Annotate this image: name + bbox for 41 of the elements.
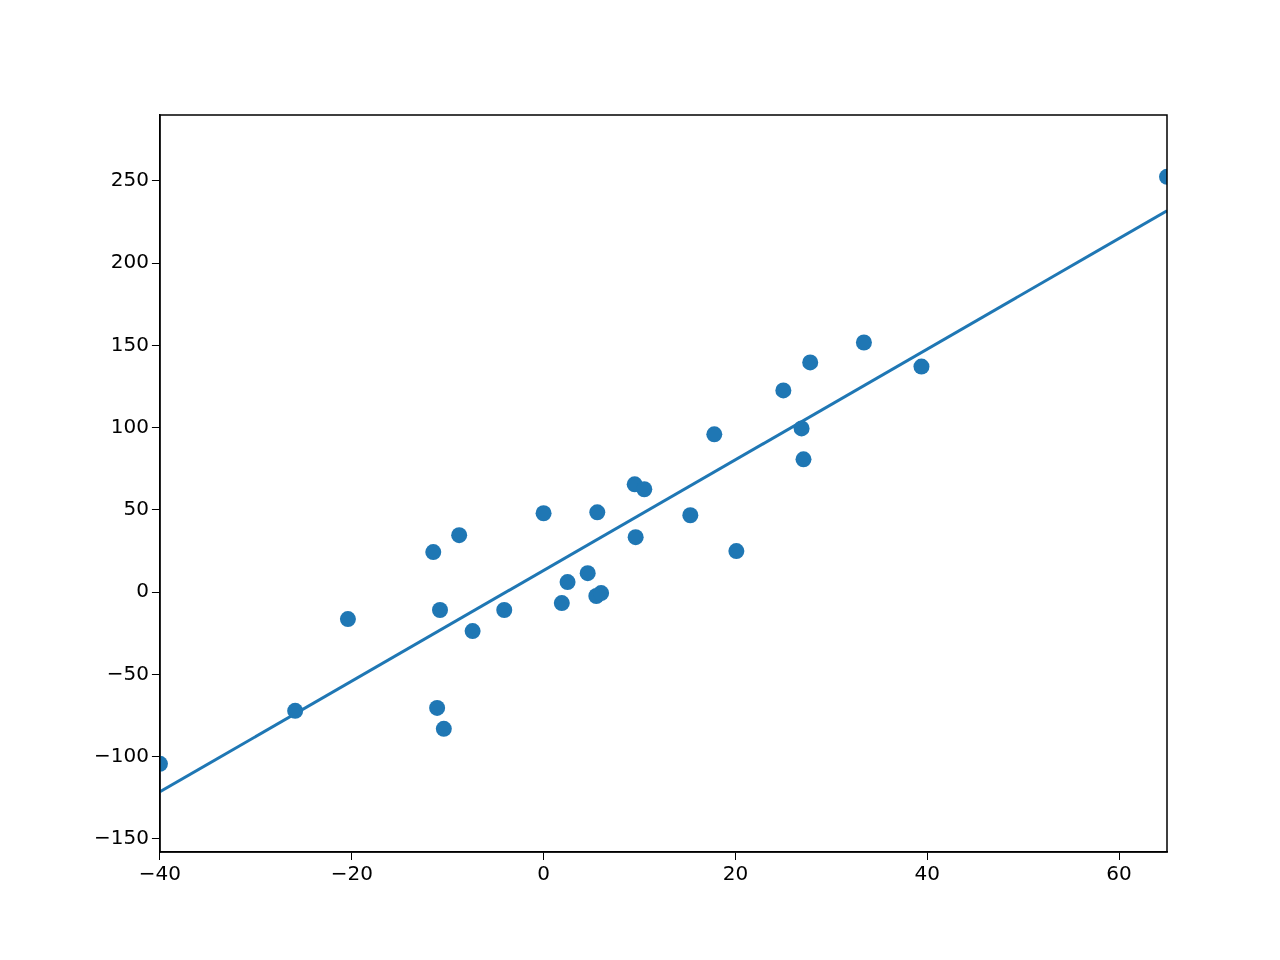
point — [636, 481, 653, 498]
point — [339, 611, 356, 628]
point — [579, 565, 596, 582]
y-tick-label: −50 — [106, 660, 149, 685]
y-tick-label: 200 — [110, 249, 149, 274]
point — [855, 334, 872, 351]
point — [775, 382, 792, 399]
point — [451, 527, 468, 544]
point — [496, 602, 513, 619]
y-tick-label: 100 — [110, 413, 149, 438]
point — [464, 623, 481, 640]
point — [435, 720, 452, 737]
point — [802, 354, 819, 371]
point — [425, 544, 442, 561]
x-tick-label: 60 — [1106, 861, 1132, 886]
y-tick-label: 0 — [136, 578, 149, 603]
point — [593, 585, 610, 602]
x-tick-label: −40 — [138, 861, 182, 886]
point — [431, 602, 448, 619]
y-tick-label: 50 — [123, 496, 149, 521]
point — [706, 426, 723, 443]
y-tick-label: 150 — [110, 331, 149, 356]
point — [429, 699, 446, 716]
x-tick-label: 0 — [537, 861, 550, 886]
point — [589, 504, 606, 521]
y-tick-label: −150 — [93, 825, 149, 850]
point — [287, 702, 304, 719]
point — [535, 505, 552, 522]
point — [913, 358, 930, 375]
y-tick-label: 250 — [110, 167, 149, 192]
y-tick-label: −100 — [93, 742, 149, 767]
point — [559, 574, 576, 591]
point — [627, 529, 644, 546]
point — [793, 420, 810, 437]
x-tick-label: 40 — [914, 861, 940, 886]
x-tick-label: −20 — [330, 861, 373, 886]
point — [553, 595, 570, 612]
point — [795, 451, 812, 468]
point — [682, 507, 699, 524]
x-tick-label: 20 — [722, 861, 749, 886]
point — [728, 543, 745, 560]
